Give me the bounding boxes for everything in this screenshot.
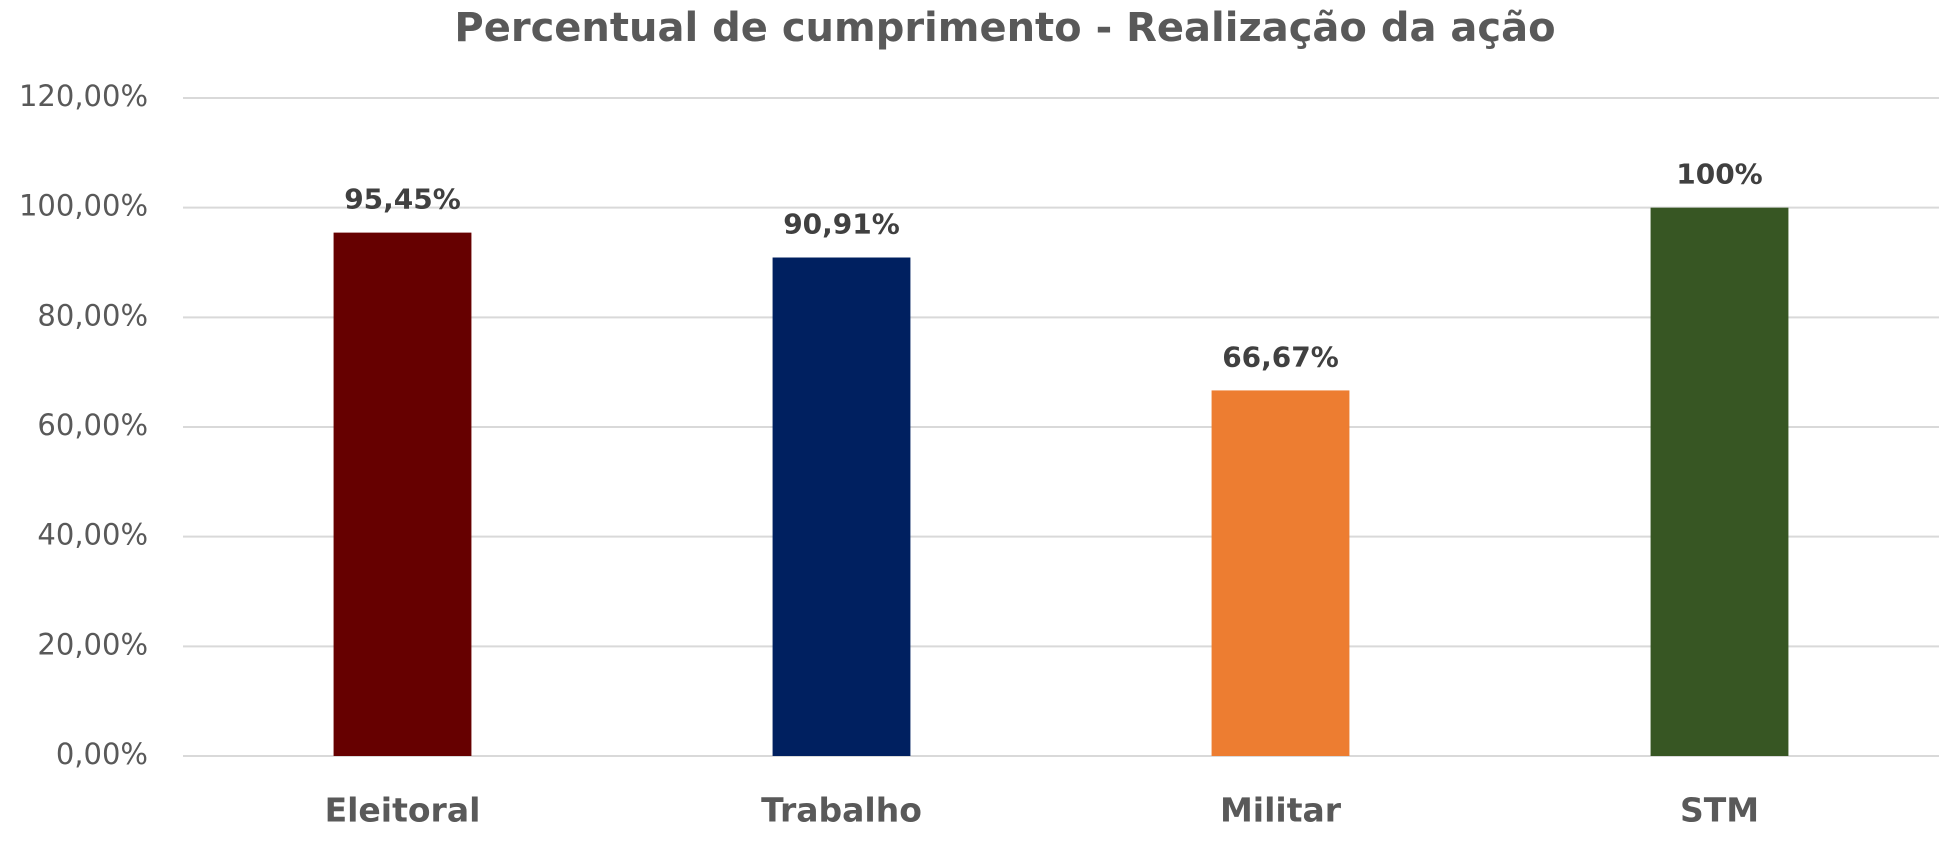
y-tick-label: 100,00%: [19, 189, 148, 223]
y-tick-label: 60,00%: [37, 408, 148, 442]
value-label: 66,67%: [1222, 340, 1339, 373]
x-tick-label: Eleitoral: [325, 791, 481, 830]
bar: [1211, 390, 1350, 756]
value-label: 90,91%: [783, 208, 900, 241]
bar: [1650, 207, 1789, 756]
y-tick-label: 20,00%: [37, 627, 148, 661]
x-tick-label: STM: [1680, 791, 1759, 830]
x-tick-label: Militar: [1220, 791, 1342, 830]
y-tick-label: 120,00%: [19, 79, 148, 113]
value-label: 95,45%: [344, 183, 461, 216]
bar: [333, 232, 472, 756]
x-tick-label: Trabalho: [761, 791, 922, 830]
chart-title: Percentual de cumprimento - Realização d…: [454, 5, 1555, 51]
y-tick-label: 40,00%: [37, 518, 148, 552]
value-label: 100%: [1676, 158, 1763, 191]
y-tick-label: 80,00%: [37, 298, 148, 332]
bar: [772, 257, 911, 756]
y-tick-label: 0,00%: [56, 737, 148, 771]
